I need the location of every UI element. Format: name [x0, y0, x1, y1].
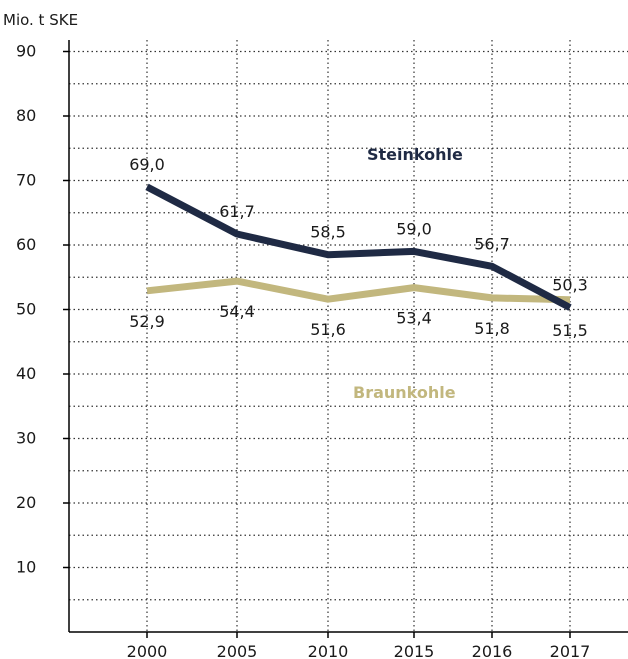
y-tick-label: 70 [16, 171, 36, 190]
series-lines [145, 183, 572, 311]
y-tick-label: 90 [16, 42, 36, 61]
x-ticks: 2000 2005 2010 2015 2016 2017 [127, 632, 591, 659]
data-label-braunkohle: 51,8 [474, 319, 510, 338]
series-line-steinkohle [145, 183, 572, 311]
data-label-steinkohle: 69,0 [129, 155, 165, 174]
y-tick-label: 50 [16, 300, 36, 319]
series-line-braunkohle [146, 277, 571, 304]
x-tick-label: 2005 [217, 642, 258, 659]
x-tick-label: 2000 [127, 642, 168, 659]
series-label-steinkohle: Steinkohle [367, 145, 463, 164]
y-tick-label: 30 [16, 429, 36, 448]
x-tick-label: 2016 [472, 642, 513, 659]
y-axis-title: Mio. t SKE [3, 11, 78, 29]
data-label-braunkohle: 51,6 [310, 320, 346, 339]
data-label-braunkohle: 53,4 [396, 309, 432, 328]
data-label-steinkohle: 59,0 [396, 219, 432, 238]
x-tick-label: 2010 [308, 642, 349, 659]
x-tick-label: 2015 [394, 642, 435, 659]
data-label-steinkohle: 58,5 [310, 223, 346, 242]
series-label-braunkohle: Braunkohle [353, 383, 456, 402]
y-tick-label: 80 [16, 106, 36, 125]
y-tick-label: 60 [16, 235, 36, 254]
y-tick-label: 10 [16, 558, 36, 577]
y-ticks: 10 20 30 40 50 60 70 80 90 [16, 42, 69, 577]
grid [69, 40, 628, 632]
data-label-steinkohle: 50,3 [552, 276, 588, 295]
data-label-braunkohle: 54,4 [219, 302, 255, 321]
x-tick-label: 2017 [550, 642, 591, 659]
data-label-steinkohle: 61,7 [219, 202, 255, 221]
data-label-braunkohle: 51,5 [552, 321, 588, 340]
y-tick-label: 40 [16, 364, 36, 383]
data-label-steinkohle: 56,7 [474, 234, 510, 253]
data-label-braunkohle: 52,9 [129, 312, 165, 331]
y-tick-label: 20 [16, 493, 36, 512]
data-labels: 69,0 61,7 58,5 59,0 56,7 50,3 52,9 54,4 51,6 53,4… [129, 155, 588, 340]
